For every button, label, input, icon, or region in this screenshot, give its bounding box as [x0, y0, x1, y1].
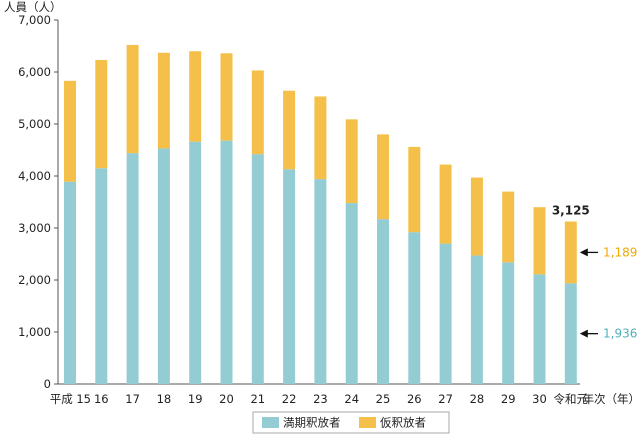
x-tick-label: 26	[407, 392, 422, 406]
bar-segment-manki	[251, 154, 264, 384]
bar-segment-manki	[564, 283, 577, 384]
bar-segment-karishaku	[345, 119, 358, 204]
legend: 満期釈放者 仮釈放者	[252, 411, 450, 434]
y-tick-label: 7,000	[18, 13, 51, 27]
bar-segment-karishaku	[408, 146, 421, 233]
legend-swatch-manki	[262, 417, 279, 428]
x-axis-title: 年次（年）	[583, 392, 641, 406]
x-tick-label: 20	[219, 392, 234, 406]
bar-segment-manki	[95, 168, 108, 384]
bar-segment-karishaku	[126, 44, 139, 154]
bars	[64, 44, 577, 384]
bar-segment-manki	[157, 148, 170, 384]
legend-box	[252, 411, 450, 434]
callout-label-lower: 1,936	[603, 327, 637, 341]
bar-segment-manki	[470, 255, 483, 384]
x-tick-label: 24	[344, 392, 359, 406]
bar-segment-manki	[502, 262, 515, 384]
y-tick-label: 5,000	[18, 117, 51, 131]
bar-segment-manki	[64, 181, 76, 384]
bar-segment-karishaku	[564, 221, 577, 284]
x-tick-label: 19	[188, 392, 203, 406]
bar-segment-karishaku	[220, 53, 233, 141]
bar-segment-manki	[408, 232, 421, 384]
y-axis-title: 人員（人）	[4, 0, 62, 14]
callout-arrow-lower-head	[579, 329, 588, 338]
x-tick-label: 18	[157, 392, 172, 406]
labels: 3,125 1,189 1,936	[552, 204, 638, 341]
x-tick-label: 22	[282, 392, 297, 406]
x-tick-label: 27	[438, 392, 453, 406]
axes: 0 1,000 2,000 3,000 4,000 5,000 6,000 7,000人員（人…	[4, 0, 640, 406]
x-tick-label: 令和元	[554, 392, 589, 406]
bar-segment-karishaku	[64, 80, 76, 182]
bar-segment-karishaku	[283, 90, 296, 170]
bar-segment-karishaku	[314, 96, 327, 180]
legend-label-manki: 満期釈放者	[283, 416, 341, 430]
bar-segment-manki	[283, 169, 296, 384]
x-tick-label: 16	[94, 392, 109, 406]
bar-segment-karishaku	[189, 51, 202, 142]
bar-segment-karishaku	[95, 60, 108, 169]
bar-segment-karishaku	[439, 164, 452, 244]
bar-segment-manki	[126, 153, 139, 384]
x-tick-label: 23	[313, 392, 328, 406]
x-tick-label: 30	[532, 392, 547, 406]
bar-segment-manki	[314, 179, 327, 384]
callout-label-upper: 1,189	[603, 245, 637, 259]
x-tick-label: 17	[125, 392, 140, 406]
bar-segment-karishaku	[377, 134, 389, 220]
x-tick-label: 平成 15	[50, 392, 91, 406]
legend-label-karishaku: 仮釈放者	[380, 416, 426, 430]
bar-segment-karishaku	[251, 70, 264, 155]
y-tick-label: 0	[44, 377, 51, 391]
bar-segment-karishaku	[470, 177, 483, 256]
x-tick-label: 25	[376, 392, 391, 406]
y-tick-label: 4,000	[18, 169, 51, 183]
y-tick-label: 6,000	[18, 65, 51, 79]
bar-segment-manki	[189, 141, 202, 384]
bar-segment-manki	[377, 219, 389, 384]
bar-segment-manki	[533, 274, 546, 384]
bar-segment-karishaku	[157, 52, 170, 149]
x-tick-label: 21	[250, 392, 265, 406]
bar-segment-manki	[220, 140, 233, 384]
y-tick-label: 1,000	[18, 325, 51, 339]
total-data-label: 3,125	[552, 204, 590, 218]
x-tick-label: 28	[470, 392, 485, 406]
bar-segment-manki	[345, 203, 358, 384]
callout-arrow-upper-head	[579, 248, 588, 257]
legend-swatch-karishaku	[359, 417, 376, 428]
bar-segment-karishaku	[502, 191, 515, 263]
y-tick-label: 2,000	[18, 273, 51, 287]
y-tick-label: 3,000	[18, 221, 51, 235]
bar-segment-manki	[439, 243, 452, 384]
bar-segment-karishaku	[533, 207, 546, 275]
x-tick-label: 29	[501, 392, 516, 406]
